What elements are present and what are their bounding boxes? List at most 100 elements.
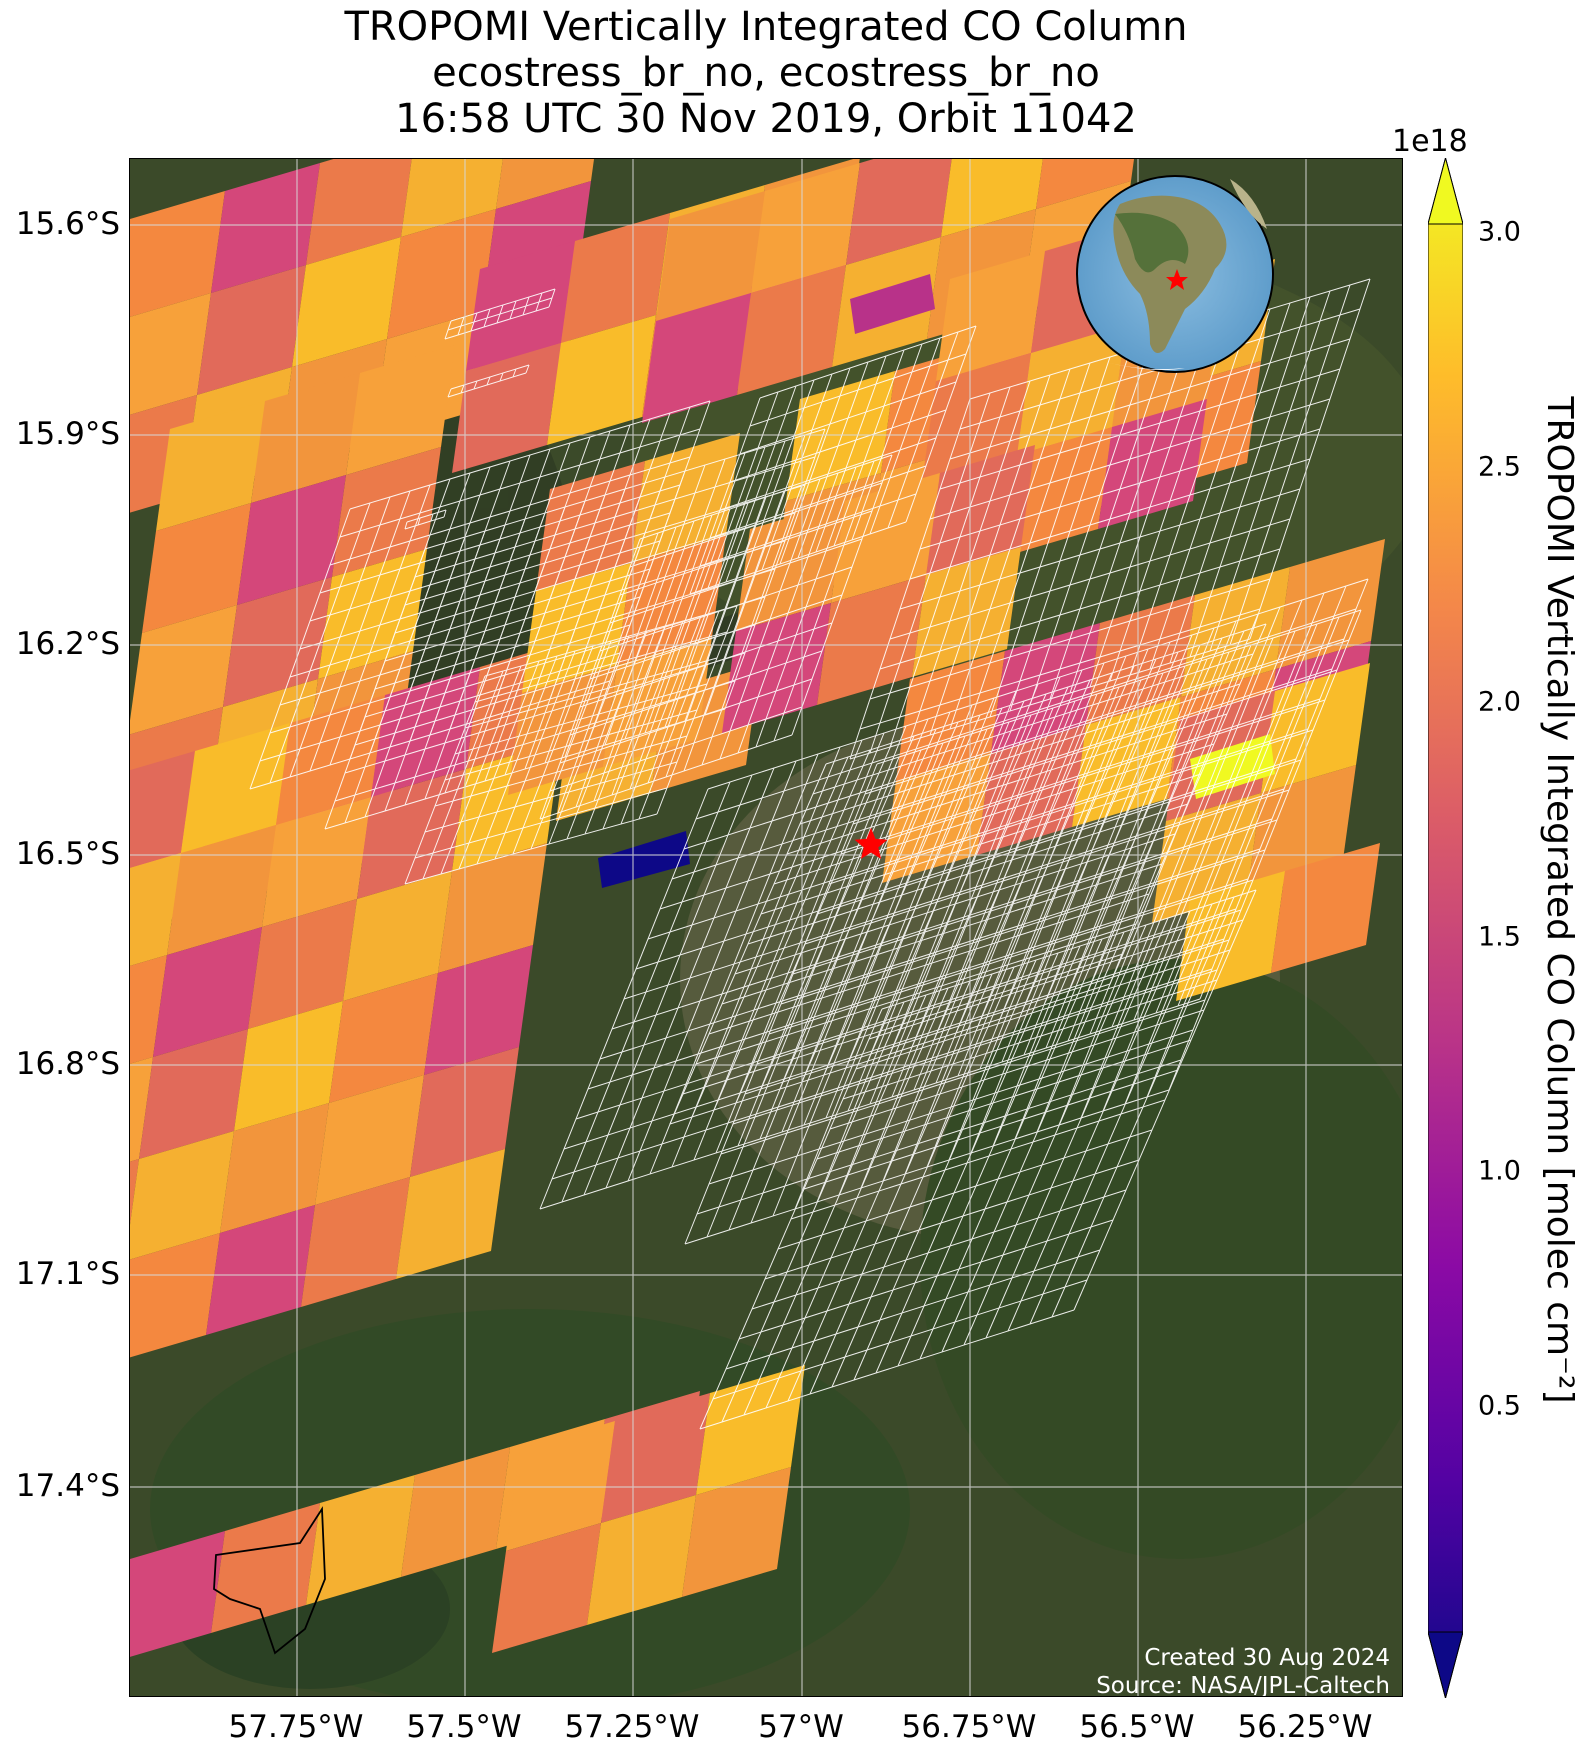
footprint-line <box>639 454 893 540</box>
co-pixel <box>130 293 211 415</box>
co-pixel <box>561 213 670 343</box>
lon-tick-label: 56.25°W <box>1237 1709 1373 1745</box>
co-pixel <box>142 503 251 633</box>
footprint-line <box>450 288 556 322</box>
map-panel[interactable]: Created 30 Aug 2024 Source: NASA/JPL-Cal… <box>129 158 1403 1697</box>
footprint-line <box>887 331 959 529</box>
footprint-line <box>447 372 527 398</box>
footprint-line <box>780 849 1266 1005</box>
co-pixel <box>1276 539 1385 669</box>
lon-tick-label: 57°W <box>758 1709 844 1745</box>
footprint-line <box>404 521 408 530</box>
colorbar-tick-label: 0.5 <box>1478 1390 1521 1422</box>
co-pixel <box>696 1365 805 1495</box>
co-pixel <box>1017 325 1126 455</box>
footprint-line <box>761 373 833 571</box>
footprint-line <box>738 1219 1114 1340</box>
footprint-line <box>384 540 786 662</box>
footprint-line <box>324 708 726 830</box>
footprint-line <box>424 761 678 833</box>
co-pixel <box>587 1495 696 1625</box>
footprint-line <box>709 465 927 539</box>
footprint-line <box>864 639 1350 795</box>
co-pixel <box>130 605 237 735</box>
co-pixel <box>492 1523 601 1653</box>
co-pixel <box>601 1393 710 1523</box>
footprint-line <box>803 1069 1179 1190</box>
footprint-line <box>707 391 779 589</box>
footprint-line <box>859 608 1261 730</box>
footprint-line <box>539 998 1201 1210</box>
co-pixel <box>197 265 306 395</box>
footprint-line <box>719 437 937 511</box>
footprint-line <box>539 734 793 820</box>
footprint-line <box>889 518 1291 640</box>
lat-tick-label: 15.9°S <box>15 416 120 452</box>
boundary-outline <box>213 1506 326 1655</box>
co-pixel <box>736 501 845 631</box>
colorbar-tick-label: 1.5 <box>1478 921 1521 953</box>
colorbar <box>1428 158 1463 1698</box>
footprint-line <box>484 605 738 677</box>
co-pixel <box>371 667 480 797</box>
footprint-line <box>879 548 1281 670</box>
footprint-line <box>756 909 1242 1065</box>
footprint-line <box>905 325 977 523</box>
footprint-line <box>751 1189 1127 1310</box>
footprint-line <box>609 538 863 624</box>
footprint-line <box>414 456 816 578</box>
co-pixel <box>167 825 276 955</box>
footprint-line <box>430 513 434 522</box>
credit-created: Created 30 Aug 2024 <box>1144 1645 1390 1671</box>
co-pixel <box>130 1131 234 1260</box>
footprint-line <box>729 409 947 483</box>
chart-title-line2: ecostress_br_no, ecostress_br_no <box>432 50 1100 96</box>
co-pixel <box>234 1001 343 1131</box>
footprint-line <box>949 338 1351 460</box>
co-pixel <box>882 753 991 883</box>
footprint-line <box>881 889 1257 1010</box>
footprint-line <box>443 509 447 518</box>
co-pixel-low <box>598 831 690 888</box>
co-pixel <box>292 237 401 367</box>
footprint-line <box>725 385 797 583</box>
co-pixel <box>130 1159 139 1225</box>
footprint-line <box>760 773 1202 915</box>
footprint-line <box>486 376 491 386</box>
lat-tick-label: 16.8°S <box>15 1046 120 1082</box>
footprint-line <box>790 1099 1166 1220</box>
footprint-line <box>344 652 746 774</box>
footprint-line <box>394 512 796 634</box>
footprint-line <box>417 517 421 526</box>
footprint-line <box>876 609 1362 765</box>
footprint-line <box>404 813 658 885</box>
footprint-line <box>739 381 957 455</box>
co-pixel <box>211 1503 320 1633</box>
footprint-line <box>851 343 923 541</box>
footprint-line <box>779 367 851 565</box>
footprint-line <box>749 353 967 427</box>
footprint-line <box>695 923 1137 1065</box>
co-pixel <box>262 797 371 927</box>
co-pixel <box>346 345 455 475</box>
footprint-line <box>852 669 1338 825</box>
footprint-line <box>647 728 1309 940</box>
co-pixel <box>817 575 926 705</box>
footprint-line <box>689 521 907 595</box>
footprint-line <box>828 729 1314 885</box>
co-pixel <box>737 265 846 395</box>
co-pixel <box>387 209 496 339</box>
colorbar-tick-label: 2.0 <box>1478 686 1521 718</box>
co-pixel <box>130 751 195 869</box>
footprint-line <box>773 743 1215 885</box>
footprint-line <box>659 698 1321 910</box>
co-pixel <box>452 343 561 473</box>
lon-tick-label: 57.25°W <box>564 1709 700 1745</box>
footprint-line <box>869 337 941 535</box>
footprint-line <box>899 488 1301 610</box>
co-pixel <box>642 293 751 423</box>
co-pixel <box>329 973 438 1103</box>
footprint-line <box>669 983 1111 1125</box>
footprint-line <box>684 1089 1170 1245</box>
footprint-line <box>551 968 1213 1180</box>
